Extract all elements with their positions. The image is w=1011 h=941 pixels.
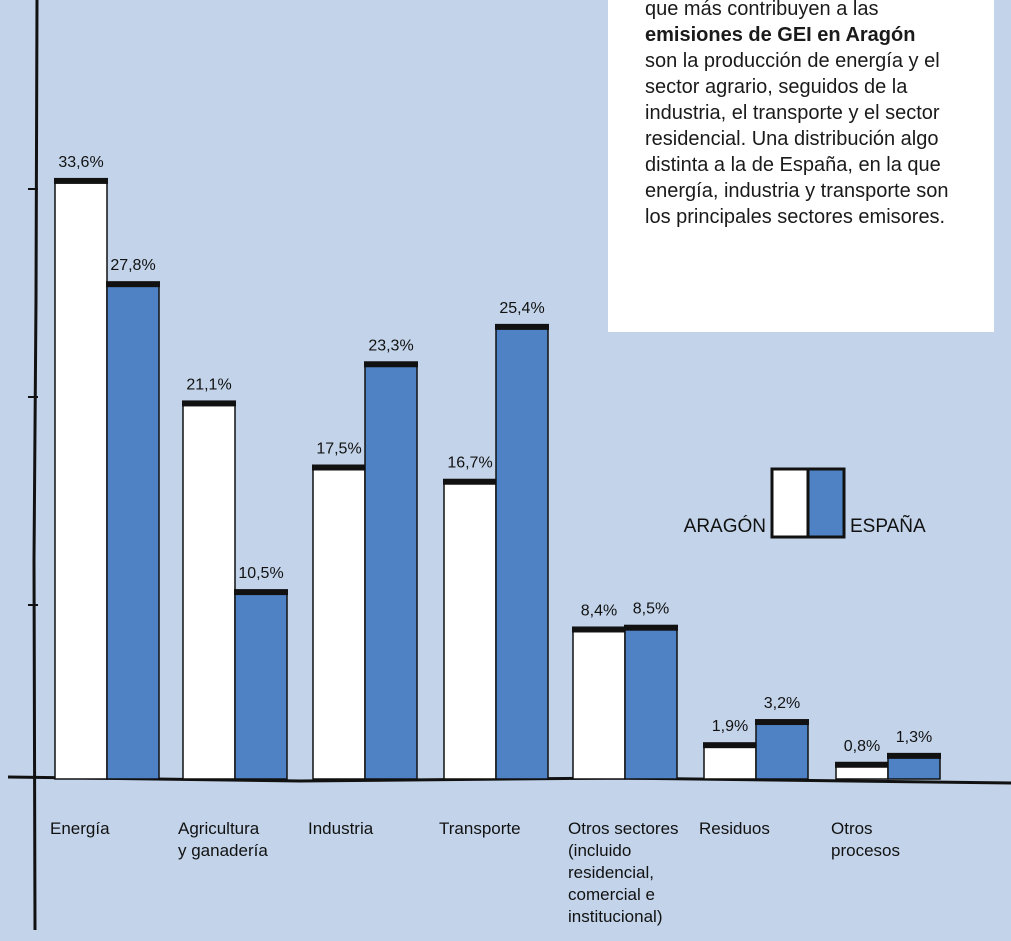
category-label-line: comercial e bbox=[568, 885, 655, 904]
info-text-rest: son la producción de energía y el sector… bbox=[645, 50, 949, 228]
value-label-aragon-1: 21,1% bbox=[186, 376, 231, 393]
info-text-bold: emisiones de GEI en Aragón bbox=[645, 24, 916, 46]
bar-top-edge-espana-6 bbox=[887, 752, 941, 759]
y-axis bbox=[32, 0, 39, 931]
value-label-espana-4: 8,5% bbox=[633, 601, 669, 618]
legend-label-espana: ESPAÑA bbox=[850, 515, 926, 537]
bar-aragon-0 bbox=[54, 180, 108, 780]
value-label-espana-6: 1,3% bbox=[896, 729, 932, 746]
category-label-6: Otros procesos bbox=[831, 819, 900, 860]
category-label-line: procesos bbox=[831, 841, 900, 860]
bar-top-edge-espana-0 bbox=[106, 281, 160, 288]
legend-swatch-espana bbox=[806, 467, 846, 539]
bar-top-edge-espana-5 bbox=[755, 719, 809, 726]
bar-espana-1 bbox=[234, 591, 288, 780]
value-label-aragon-4: 8,4% bbox=[581, 602, 617, 619]
chart-category-labels: Energía Agricultura y ganadería Industria Tr… bbox=[50, 819, 900, 926]
category-label-line: Otros bbox=[831, 819, 873, 838]
category-label-5: Residuos bbox=[699, 819, 770, 838]
bar-aragon-3 bbox=[443, 480, 497, 780]
category-label-0: Energía bbox=[50, 819, 110, 838]
value-label-espana-1: 10,5% bbox=[238, 565, 283, 582]
category-label-line: Energía bbox=[50, 819, 110, 838]
bar-top-edge-espana-3 bbox=[495, 323, 549, 330]
bar-top-edge-espana-4 bbox=[624, 624, 678, 631]
value-label-aragon-0: 33,6% bbox=[58, 154, 103, 171]
value-label-espana-0: 27,8% bbox=[110, 257, 155, 274]
category-label-line: Agricultura bbox=[178, 819, 260, 838]
bar-espana-0 bbox=[106, 283, 160, 780]
bar-espana-5 bbox=[755, 721, 809, 780]
chart-value-labels: 33,6% 21,1% 17,5% 16,7% 8,4% 1,9% 0,8% 27,8% 10,… bbox=[58, 154, 932, 755]
category-label-line: residencial, bbox=[568, 863, 654, 882]
category-label-line: Residuos bbox=[699, 819, 770, 838]
bar-top-edge-aragon-2 bbox=[312, 464, 366, 471]
bar-espana-2 bbox=[364, 363, 418, 780]
category-label-line: Transporte bbox=[439, 819, 521, 838]
bar-top-edge-aragon-6 bbox=[835, 761, 889, 768]
category-label-2: Industria bbox=[308, 819, 374, 838]
chart-bars bbox=[54, 177, 941, 780]
category-label-line: institucional) bbox=[568, 907, 663, 926]
category-label-line: y ganadería bbox=[178, 841, 268, 860]
bar-espana-4 bbox=[624, 626, 678, 780]
category-label-line: (incluido bbox=[568, 841, 631, 860]
category-label-line: Otros sectores bbox=[568, 819, 679, 838]
bar-top-edge-espana-2 bbox=[364, 361, 418, 368]
value-label-espana-2: 23,3% bbox=[368, 337, 413, 354]
bar-espana-6 bbox=[887, 755, 941, 780]
category-label-3: Transporte bbox=[439, 819, 521, 838]
bar-top-edge-aragon-5 bbox=[703, 742, 757, 749]
bar-top-edge-espana-1 bbox=[234, 589, 288, 596]
bar-aragon-2 bbox=[312, 466, 366, 780]
info-text-box: que más contribuyen a las emisiones de G… bbox=[608, 0, 994, 332]
value-label-aragon-5: 1,9% bbox=[712, 718, 748, 735]
value-label-espana-3: 25,4% bbox=[499, 300, 544, 317]
chart-legend: ARAGÓN ESPAÑA bbox=[684, 467, 926, 539]
bar-aragon-5 bbox=[703, 744, 757, 780]
category-label-1: Agricultura y ganadería bbox=[178, 819, 268, 860]
category-label-line: Industria bbox=[308, 819, 374, 838]
info-text-line1: que más contribuyen a las bbox=[645, 0, 879, 20]
legend-label-aragon: ARAGÓN bbox=[684, 515, 766, 537]
bar-top-edge-aragon-1 bbox=[182, 400, 236, 407]
category-label-4: Otros sectores (incluido residencial, comer… bbox=[568, 819, 679, 926]
info-text: que más contribuyen a las emisiones de G… bbox=[645, 0, 976, 230]
bar-top-edge-aragon-0 bbox=[54, 177, 108, 184]
value-label-aragon-2: 17,5% bbox=[316, 441, 361, 458]
bar-top-edge-aragon-3 bbox=[443, 478, 497, 485]
bar-top-edge-aragon-4 bbox=[572, 626, 626, 633]
value-label-aragon-6: 0,8% bbox=[844, 738, 880, 755]
bar-aragon-4 bbox=[572, 628, 626, 780]
value-label-espana-5: 3,2% bbox=[764, 695, 800, 712]
value-label-aragon-3: 16,7% bbox=[447, 455, 492, 472]
legend-swatch-aragon bbox=[770, 467, 810, 539]
bar-espana-3 bbox=[495, 326, 549, 780]
bar-aragon-1 bbox=[182, 402, 236, 780]
